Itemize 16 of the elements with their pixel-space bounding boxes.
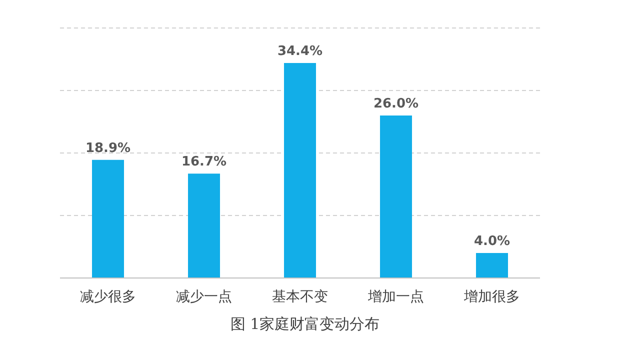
x-tick-label: 增加一点 [367, 289, 424, 305]
x-tick-label: 减少很多 [80, 289, 136, 305]
data-label: 4.0% [474, 234, 510, 249]
data-label: 34.4% [277, 44, 323, 59]
data-label: 26.0% [373, 96, 419, 112]
x-tick-label: 减少一点 [176, 289, 232, 305]
data-label: 16.7% [181, 154, 227, 170]
bar [92, 160, 124, 278]
bar [380, 116, 412, 278]
data-label: 18.9% [85, 140, 131, 156]
bar [284, 63, 316, 278]
text: 图 1家庭财富变动分布 [230, 315, 380, 333]
bar [188, 174, 220, 278]
x-tick-label: 增加很多 [463, 289, 520, 305]
bar [476, 253, 508, 278]
x-tick-label: 基本不变 [272, 289, 328, 305]
